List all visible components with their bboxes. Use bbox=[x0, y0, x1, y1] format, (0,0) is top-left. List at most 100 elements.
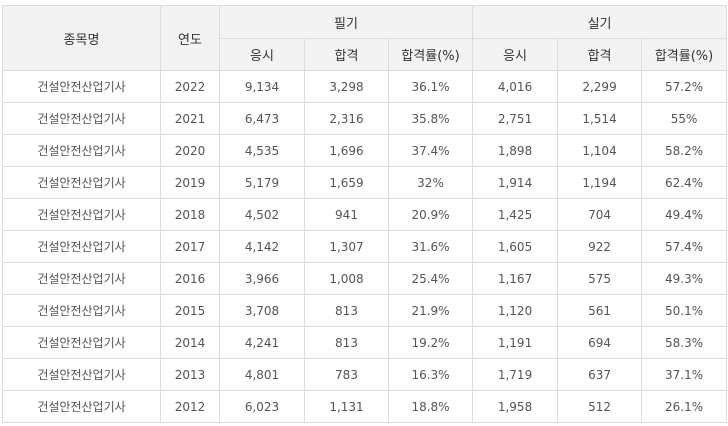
cell-written-rate: 18.8% bbox=[387, 390, 474, 423]
header-row-sub: 응시 합격 합격률(%) 응시 합격 합격률(%) bbox=[3, 38, 728, 71]
cell-written-rate: 21.9% bbox=[387, 294, 474, 327]
cell-year: 2016 bbox=[160, 262, 220, 295]
table-row: 건설안전산업기사 2019 5,179 1,659 32% 1,914 1,19… bbox=[2, 166, 728, 199]
cell-written-rate: 19.2% bbox=[387, 326, 474, 359]
cell-written-applicants: 3,966 bbox=[219, 262, 305, 295]
pass-rate-table: 종목명 연도 필기 실기 응시 합격 합격률(%) 응시 합격 합격률(%) 건… bbox=[2, 5, 728, 423]
cell-written-applicants: 4,241 bbox=[219, 326, 305, 359]
table-row: 건설안전산업기사 2014 4,241 813 19.2% 1,191 694 … bbox=[2, 326, 728, 359]
cell-year: 2013 bbox=[160, 358, 220, 391]
column-header-written-passed: 합격 bbox=[304, 38, 389, 71]
cell-written-applicants: 4,801 bbox=[219, 358, 305, 391]
column-group-written: 필기 bbox=[218, 5, 474, 39]
cell-written-passed: 1,307 bbox=[304, 230, 389, 263]
cell-written-passed: 1,008 bbox=[304, 262, 389, 295]
header-row-top: 종목명 연도 필기 실기 bbox=[2, 5, 728, 71]
cell-practical-applicants: 2,751 bbox=[472, 102, 559, 135]
table-row: 건설안전산업기사 2017 4,142 1,307 31.6% 1,605 92… bbox=[2, 230, 728, 263]
cell-practical-rate: 26.1% bbox=[641, 390, 728, 423]
cell-practical-rate: 55% bbox=[641, 102, 728, 135]
cell-written-rate: 32% bbox=[387, 166, 474, 199]
table-row: 건설안전산업기사 2015 3,708 813 21.9% 1,120 561 … bbox=[2, 294, 728, 327]
cell-written-rate: 25.4% bbox=[387, 262, 474, 295]
cell-practical-passed: 1,514 bbox=[557, 102, 643, 135]
column-header-practical-rate: 합격률(%) bbox=[641, 38, 728, 71]
cell-written-passed: 1,696 bbox=[304, 134, 389, 167]
cell-year: 2019 bbox=[160, 166, 220, 199]
cell-written-passed: 941 bbox=[304, 198, 389, 231]
cell-practical-rate: 58.2% bbox=[641, 134, 728, 167]
cell-written-passed: 3,298 bbox=[304, 70, 389, 103]
cell-written-rate: 31.6% bbox=[387, 230, 474, 263]
cell-written-passed: 813 bbox=[304, 294, 389, 327]
table-row: 건설안전산업기사 2012 6,023 1,131 18.8% 1,958 51… bbox=[2, 390, 728, 423]
cell-practical-passed: 561 bbox=[557, 294, 643, 327]
column-header-practical-applicants: 응시 bbox=[472, 38, 559, 71]
cell-name: 건설안전산업기사 bbox=[2, 230, 161, 263]
cell-practical-rate: 57.2% bbox=[641, 70, 728, 103]
cell-practical-passed: 2,299 bbox=[557, 70, 643, 103]
cell-practical-passed: 575 bbox=[557, 262, 643, 295]
table-row: 건설안전산업기사 2018 4,502 941 20.9% 1,425 704 … bbox=[2, 198, 728, 231]
cell-practical-applicants: 1,167 bbox=[472, 262, 559, 295]
cell-practical-applicants: 4,016 bbox=[472, 70, 559, 103]
cell-practical-applicants: 1,191 bbox=[472, 326, 559, 359]
cell-practical-applicants: 1,120 bbox=[472, 294, 559, 327]
cell-practical-rate: 57.4% bbox=[641, 230, 728, 263]
cell-practical-applicants: 1,605 bbox=[472, 230, 559, 263]
cell-written-applicants: 4,502 bbox=[219, 198, 305, 231]
cell-written-passed: 2,316 bbox=[304, 102, 389, 135]
cell-practical-rate: 62.4% bbox=[641, 166, 728, 199]
cell-name: 건설안전산업기사 bbox=[2, 134, 161, 167]
table-row: 건설안전산업기사 2022 9,134 3,298 36.1% 4,016 2,… bbox=[2, 70, 728, 103]
cell-written-passed: 1,131 bbox=[304, 390, 389, 423]
cell-year: 2017 bbox=[160, 230, 220, 263]
cell-practical-rate: 49.3% bbox=[641, 262, 728, 295]
cell-written-applicants: 3,708 bbox=[219, 294, 305, 327]
cell-written-rate: 36.1% bbox=[387, 70, 474, 103]
cell-name: 건설안전산업기사 bbox=[2, 262, 161, 295]
cell-written-applicants: 4,142 bbox=[219, 230, 305, 263]
cell-year: 2018 bbox=[160, 198, 220, 231]
column-group-practical: 실기 bbox=[472, 5, 728, 39]
column-header-name: 종목명 bbox=[2, 5, 161, 71]
cell-year: 2022 bbox=[160, 70, 220, 103]
cell-practical-rate: 49.4% bbox=[641, 198, 728, 231]
cell-practical-passed: 922 bbox=[557, 230, 643, 263]
table-row: 건설안전산업기사 2013 4,801 783 16.3% 1,719 637 … bbox=[2, 358, 728, 391]
cell-name: 건설안전산업기사 bbox=[2, 326, 161, 359]
cell-written-applicants: 6,473 bbox=[219, 102, 305, 135]
cell-year: 2021 bbox=[160, 102, 220, 135]
cell-written-passed: 783 bbox=[304, 358, 389, 391]
cell-name: 건설안전산업기사 bbox=[2, 70, 161, 103]
table-row: 건설안전산업기사 2021 6,473 2,316 35.8% 2,751 1,… bbox=[2, 102, 728, 135]
cell-written-rate: 35.8% bbox=[387, 102, 474, 135]
cell-practical-applicants: 1,914 bbox=[472, 166, 559, 199]
cell-practical-passed: 704 bbox=[557, 198, 643, 231]
cell-written-rate: 20.9% bbox=[387, 198, 474, 231]
cell-name: 건설안전산업기사 bbox=[2, 198, 161, 231]
cell-year: 2015 bbox=[160, 294, 220, 327]
cell-practical-rate: 37.1% bbox=[641, 358, 728, 391]
cell-practical-passed: 1,194 bbox=[557, 166, 643, 199]
cell-name: 건설안전산업기사 bbox=[2, 358, 161, 391]
cell-practical-applicants: 1,898 bbox=[472, 134, 559, 167]
cell-practical-passed: 694 bbox=[557, 326, 643, 359]
cell-name: 건설안전산업기사 bbox=[2, 294, 161, 327]
cell-year: 2014 bbox=[160, 326, 220, 359]
column-header-written-rate: 합격률(%) bbox=[387, 38, 474, 71]
cell-practical-rate: 58.3% bbox=[641, 326, 728, 359]
cell-practical-applicants: 1,425 bbox=[472, 198, 559, 231]
cell-written-rate: 37.4% bbox=[387, 134, 474, 167]
cell-written-applicants: 5,179 bbox=[219, 166, 305, 199]
table-row: 건설안전산업기사 2016 3,966 1,008 25.4% 1,167 57… bbox=[2, 262, 728, 295]
cell-written-applicants: 6,023 bbox=[219, 390, 305, 423]
cell-written-passed: 1,659 bbox=[304, 166, 389, 199]
cell-name: 건설안전산업기사 bbox=[2, 390, 161, 423]
cell-written-rate: 16.3% bbox=[387, 358, 474, 391]
table-row: 건설안전산업기사 2020 4,535 1,696 37.4% 1,898 1,… bbox=[2, 134, 728, 167]
cell-practical-passed: 512 bbox=[557, 390, 643, 423]
column-header-year: 연도 bbox=[160, 5, 220, 71]
cell-year: 2012 bbox=[160, 390, 220, 423]
cell-practical-passed: 637 bbox=[557, 358, 643, 391]
